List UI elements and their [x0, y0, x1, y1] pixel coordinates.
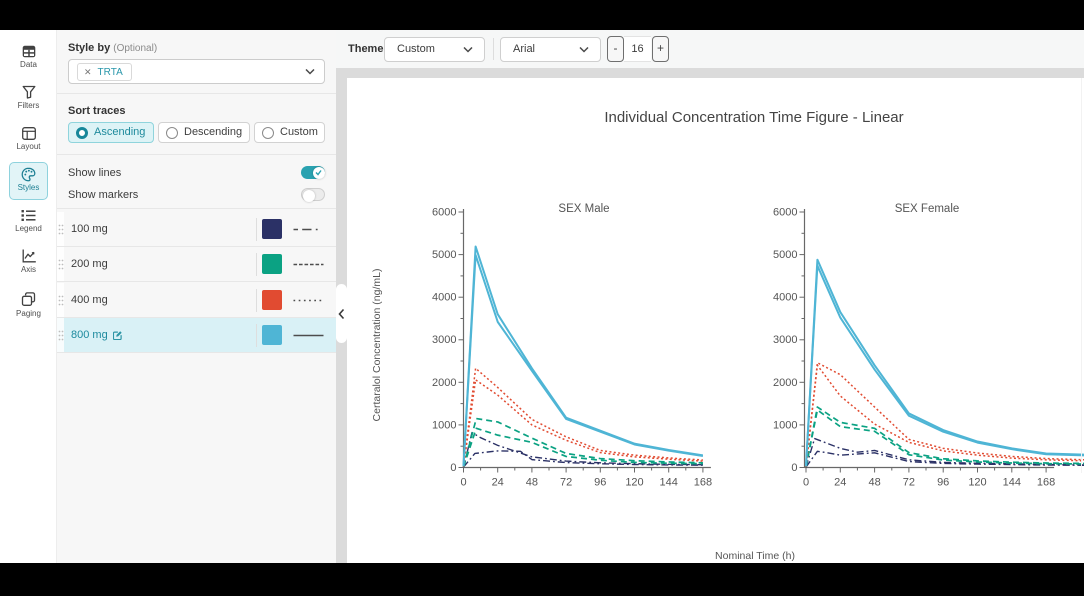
svg-text:6000: 6000: [773, 207, 797, 219]
svg-text:24: 24: [834, 477, 846, 489]
svg-text:1000: 1000: [432, 419, 456, 431]
svg-text:24: 24: [492, 477, 504, 489]
svg-text:3000: 3000: [773, 334, 797, 346]
svg-text:96: 96: [937, 477, 949, 489]
svg-text:144: 144: [1003, 477, 1021, 489]
svg-text:Certaralol Concentration (ng/m: Certaralol Concentration (ng/mL): [371, 269, 383, 422]
svg-text:168: 168: [1037, 477, 1055, 489]
svg-text:2000: 2000: [773, 377, 797, 389]
svg-text:4000: 4000: [432, 292, 456, 304]
svg-text:72: 72: [903, 477, 915, 489]
svg-text:3000: 3000: [432, 334, 456, 346]
svg-text:2000: 2000: [432, 377, 456, 389]
svg-text:6000: 6000: [432, 207, 456, 219]
svg-text:4000: 4000: [773, 292, 797, 304]
svg-text:0: 0: [450, 462, 456, 474]
svg-text:168: 168: [694, 477, 712, 489]
svg-text:0: 0: [803, 477, 809, 489]
svg-text:Nominal Time (h): Nominal Time (h): [715, 550, 795, 562]
svg-text:SEX Female: SEX Female: [895, 203, 960, 215]
svg-text:120: 120: [968, 477, 986, 489]
svg-text:120: 120: [625, 477, 643, 489]
svg-text:0: 0: [791, 462, 797, 474]
svg-text:SEX Male: SEX Male: [558, 203, 609, 215]
svg-text:Individual Concentration Time: Individual Concentration Time Figure - L…: [604, 109, 903, 126]
svg-text:72: 72: [560, 477, 572, 489]
svg-text:5000: 5000: [773, 249, 797, 261]
svg-text:48: 48: [526, 477, 538, 489]
svg-text:96: 96: [594, 477, 606, 489]
svg-text:0: 0: [460, 477, 466, 489]
svg-text:5000: 5000: [432, 249, 456, 261]
svg-text:1000: 1000: [773, 419, 797, 431]
svg-text:144: 144: [660, 477, 678, 489]
svg-text:48: 48: [868, 477, 880, 489]
